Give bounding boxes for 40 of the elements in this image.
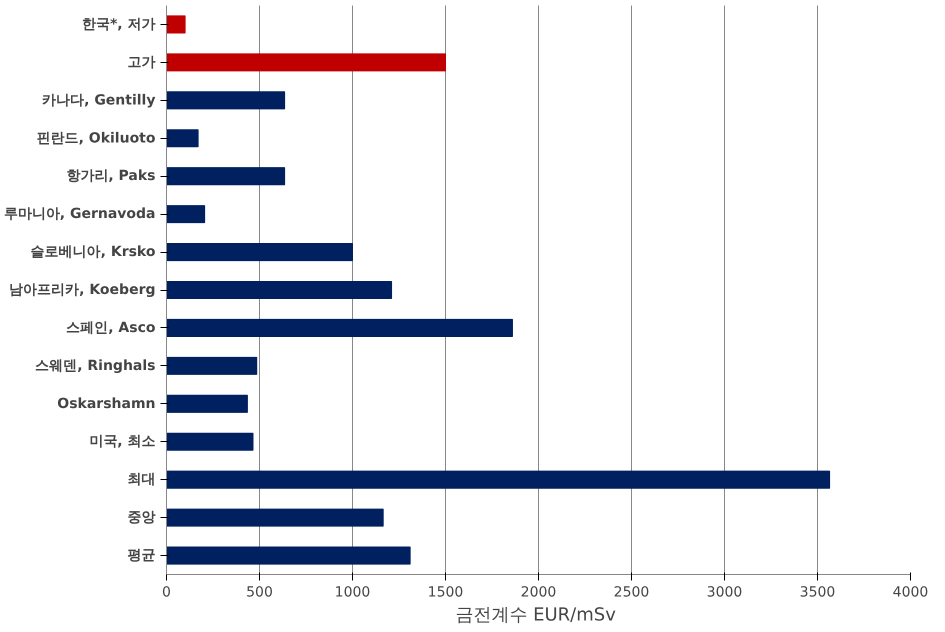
y-tick-label: 루마니아, Gernavoda (4, 206, 156, 222)
bar (166, 508, 384, 527)
x-tick-label: 2500 (614, 584, 650, 600)
x-tick-label: 500 (246, 584, 273, 600)
bar (166, 129, 199, 148)
bar (166, 394, 248, 413)
bar (166, 470, 830, 489)
bar (166, 53, 446, 72)
y-tick-label: 한국*, 저가 (82, 16, 156, 32)
x-axis-title: 금전계수 EUR/mSv (455, 604, 616, 626)
y-tick-label: 항가리, Paks (66, 168, 156, 184)
bar (166, 15, 186, 34)
y-tick-label: 최대 (128, 472, 156, 488)
y-tick-label: 스웨덴, Ringhals (35, 358, 156, 374)
x-tick-label: 4000 (892, 584, 928, 600)
bar (166, 356, 258, 375)
y-tick-label: 남아프리카, Koeberg (9, 282, 156, 298)
y-tick-label: 미국, 최소 (89, 434, 156, 450)
y-tick-label: Oskarshamn (57, 396, 156, 412)
bar (166, 318, 513, 337)
bar (166, 205, 206, 224)
bar (166, 546, 411, 565)
y-tick-label: 중앙 (128, 510, 156, 526)
y-tick-label: 스페인, Asco (66, 320, 156, 336)
x-tick-label: 1000 (334, 584, 370, 600)
bar (166, 243, 353, 262)
x-tick-label: 0 (162, 584, 171, 600)
y-tick-label: 슬로베니아, Krsko (30, 244, 156, 260)
bar (166, 167, 286, 186)
y-tick-label: 핀란드, Okiluoto (36, 130, 156, 146)
y-tick-label: 평균 (128, 548, 156, 564)
bar (166, 91, 286, 110)
x-tick-label: 3500 (800, 584, 836, 600)
bar (166, 280, 392, 300)
y-tick-label: 카나다, Gentilly (42, 92, 156, 108)
bar (166, 432, 254, 451)
y-tick-label: 고가 (128, 54, 156, 70)
x-tick-label: 1500 (428, 584, 464, 600)
x-tick-label: 3000 (706, 584, 742, 600)
x-tick-label: 2000 (520, 584, 556, 600)
